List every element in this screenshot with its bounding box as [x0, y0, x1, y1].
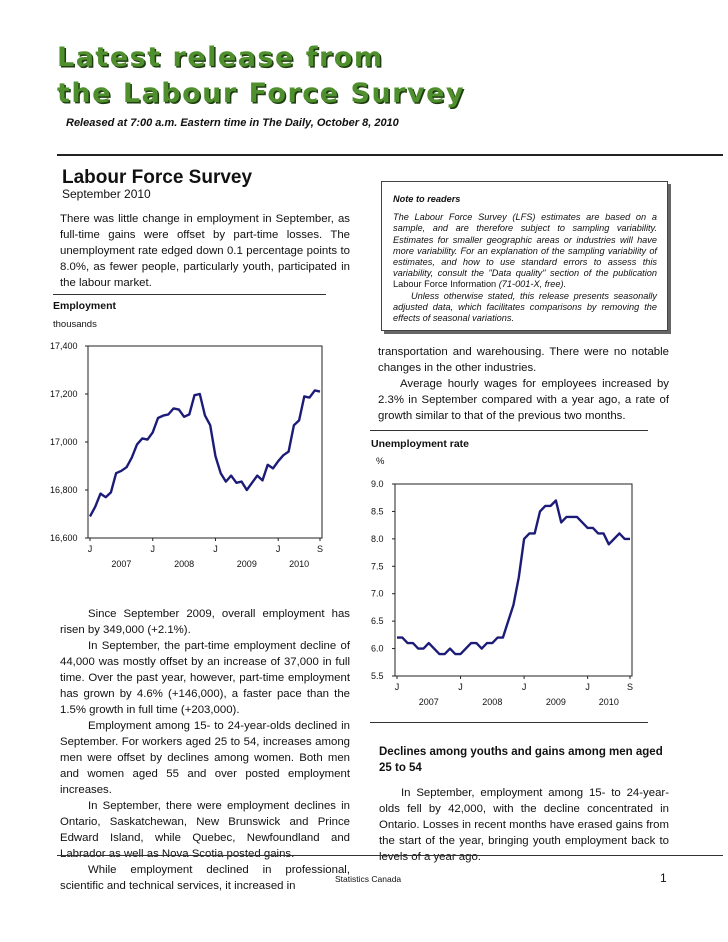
y-tick-label: 16,600	[50, 533, 78, 543]
plot-frame	[87, 345, 323, 539]
x-month-label: S	[627, 682, 633, 692]
x-year-label: 2009	[546, 697, 566, 707]
declines-paragraph: In September, employment among 15- to 24…	[379, 787, 669, 863]
lead-paragraph: There was little change in employment in…	[60, 213, 350, 289]
x-month-label: J	[458, 682, 463, 692]
note-publication-code: (71-001-X, free).	[496, 279, 567, 290]
note-paragraph-1: The Labour Force Survey (LFS) estimates …	[393, 212, 657, 290]
unemployment-chart-rule	[370, 430, 648, 431]
y-tick-label: 8.0	[371, 534, 384, 544]
x-month-label: S	[317, 544, 323, 554]
x-year-label: 2008	[482, 697, 502, 707]
unemployment-chart-title: Unemployment rate	[371, 438, 470, 450]
x-year-label: 2009	[237, 559, 257, 569]
paragraph-youth: Employment among 15- to 24-year-olds dec…	[60, 720, 350, 796]
headline-line-2: the Labour Force Survey	[57, 78, 466, 109]
page-number: 1	[660, 871, 667, 885]
x-month-label: J	[276, 544, 281, 554]
x-month-label: J	[395, 682, 400, 692]
wages-paragraph: Average hourly wages for employees incre…	[378, 378, 669, 422]
employment-chart-title: Employment	[53, 300, 117, 312]
y-tick-label: 16,800	[50, 485, 78, 495]
left-column-body: Since September 2009, overall employment…	[60, 606, 350, 894]
paragraph-industries: While employment declined in professiona…	[60, 864, 350, 892]
employment-chart-unit: thousands	[53, 319, 97, 330]
article-title: Labour Force Survey	[62, 167, 253, 188]
headline-line-1: Latest release from	[57, 42, 384, 73]
x-month-label: J	[150, 544, 155, 554]
series-line	[397, 499, 630, 656]
employment-chart-rule	[53, 294, 326, 295]
y-tick-label: 7.0	[371, 589, 384, 599]
unemployment-chart: 5.5 6.0 6.5 7.0 7.5 8.0 8.5 9.0 J J J J S 2007 2008 200…	[371, 479, 633, 707]
y-tick-label: 5.5	[371, 671, 384, 681]
unemployment-chart-unit: %	[376, 456, 385, 467]
note-paragraph-2: Unless otherwise stated, this release pr…	[393, 290, 657, 324]
series-line	[88, 389, 321, 517]
x-month-label: J	[213, 544, 218, 554]
footer-rule	[57, 855, 723, 856]
employment-chart: 16,600 16,800 17,000 17,200 17,400 J J J J S 2007 2…	[50, 341, 323, 569]
paragraph-part-time: In September, the part-time employment d…	[60, 640, 350, 716]
release-time: Released at 7:00 a.m. Eastern time in Th…	[66, 117, 399, 129]
paragraph-employment-growth: Since September 2009, overall employment…	[60, 608, 350, 636]
note-publication-name: Labour Force Information	[393, 279, 497, 290]
y-tick-label: 17,000	[50, 437, 78, 447]
y-tick-label: 6.5	[371, 616, 384, 626]
right-column-text: transportation and warehousing. There we…	[378, 344, 669, 424]
continued-paragraph: transportation and warehousing. There we…	[378, 346, 669, 374]
headline: Latest release from the Labour Force Sur…	[57, 40, 465, 112]
x-month-label: J	[585, 682, 590, 692]
x-year-label: 2007	[111, 559, 131, 569]
y-tick-label: 6.0	[371, 644, 384, 654]
note-title: Note to readers	[393, 194, 461, 204]
footer-source: Statistics Canada	[335, 874, 402, 884]
x-month-label: J	[522, 682, 527, 692]
x-year-label: 2010	[289, 559, 309, 569]
plot-frame	[394, 483, 633, 677]
x-year-label: 2008	[174, 559, 194, 569]
y-tick-label: 9.0	[371, 479, 384, 489]
header-rule	[57, 154, 723, 156]
y-tick-label: 8.5	[371, 506, 384, 516]
y-tick-label: 7.5	[371, 561, 384, 571]
note-to-readers-box: Note to readers The Labour Force Survey …	[381, 181, 668, 331]
y-tick-label: 17,200	[50, 389, 78, 399]
x-year-label: 2007	[419, 697, 439, 707]
note-paragraph-1-text: The Labour Force Survey (LFS) estimates …	[393, 212, 657, 279]
unemployment-chart-bottom-rule	[370, 722, 648, 723]
y-tick-label: 17,400	[50, 341, 78, 351]
x-month-label: J	[88, 544, 93, 554]
paragraph-provinces: In September, there were employment decl…	[60, 800, 350, 860]
article-subtitle: September 2010	[62, 187, 151, 201]
section-heading-declines: Declines among youths and gains among me…	[379, 746, 663, 774]
x-year-label: 2010	[599, 697, 619, 707]
